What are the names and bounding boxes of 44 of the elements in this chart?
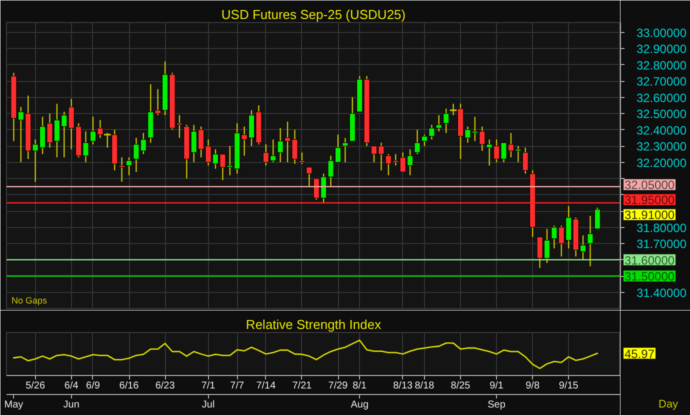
y-tick-label: 32.20000 — [636, 156, 687, 170]
x-tick-label: 7/7 — [230, 380, 244, 392]
text: May — [4, 400, 24, 410]
x-tick-label: 8/1 — [352, 380, 368, 392]
y-tick-label: 32.80000 — [636, 58, 687, 72]
y-tick-label: 33.00000 — [636, 26, 687, 40]
x-tick-label: 7/29 — [328, 380, 348, 392]
ref-line-label: 32.05000 — [624, 178, 675, 192]
x-tick-label: 5/26 — [26, 380, 46, 392]
y-tick-label: 31.80000 — [636, 220, 687, 235]
text: Jun — [63, 400, 80, 410]
x-tick-label: 8/18 — [414, 380, 435, 392]
x-tick-label: 8/13 — [393, 380, 414, 392]
x-tick-label: 6/23 — [155, 380, 176, 392]
x-tick-label: 6/4 — [64, 380, 79, 392]
x-tick-label: 9/8 — [526, 380, 540, 392]
y-tick-label: 32.30000 — [636, 140, 687, 154]
y-tick-label: 32.60000 — [636, 90, 687, 105]
x-tick-label: 8/25 — [450, 380, 471, 392]
x-tick-label: 9/15 — [558, 380, 579, 392]
ref-line-label: 31.95000 — [624, 193, 675, 208]
chart-title: Relative Strength Index — [246, 317, 382, 332]
ref-line-label: 31.60000 — [624, 253, 675, 268]
y-tick-label: 31.70000 — [636, 237, 687, 251]
y-tick-label: 32.40000 — [636, 123, 687, 138]
text: Sep — [488, 400, 506, 410]
chart-title: USD Futures Sep-25 (USDU25) — [221, 7, 406, 22]
text: 31.91000 — [624, 208, 675, 222]
annotation: No Gaps — [12, 296, 48, 306]
text: Aug — [350, 400, 369, 410]
x-tick-label: 9/1 — [490, 380, 504, 392]
text: Day — [658, 398, 679, 410]
y-tick-label: 32.50000 — [636, 107, 687, 121]
x-tick-label: 6/16 — [119, 380, 140, 392]
ref-line-label: 31.50000 — [624, 270, 675, 284]
text: Jul — [202, 400, 215, 410]
y-tick-label: 32.70000 — [636, 74, 687, 88]
y-tick-label: 31.40000 — [636, 286, 687, 300]
x-tick-label: 7/1 — [201, 380, 216, 392]
y-tick-label: 32.90000 — [636, 42, 687, 56]
text: 45.97 — [624, 346, 655, 361]
x-tick-label: 7/14 — [256, 380, 276, 392]
x-tick-label: 6/9 — [86, 380, 100, 392]
x-tick-label: 7/21 — [292, 380, 312, 392]
